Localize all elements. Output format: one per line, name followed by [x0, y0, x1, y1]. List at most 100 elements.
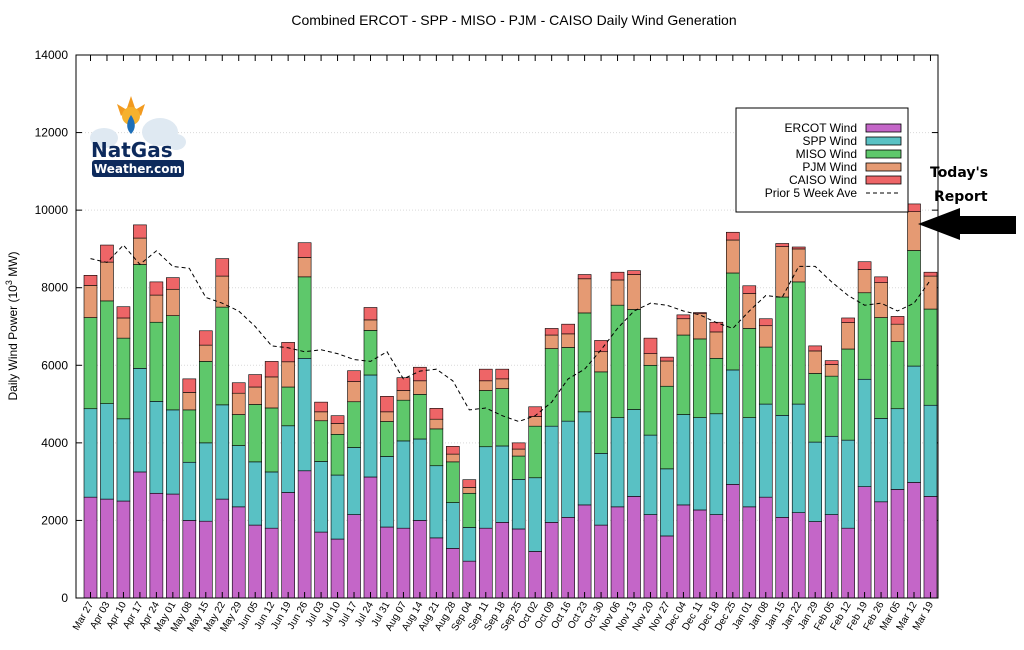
bar-stack	[281, 342, 295, 599]
bar-pjm-wind	[676, 318, 691, 336]
bar-spp-wind	[693, 417, 707, 511]
bar-miso-wind	[808, 373, 822, 443]
bar-miso-wind	[857, 292, 872, 380]
bar-caiso-wind	[841, 317, 855, 323]
bar-pjm-wind	[923, 275, 938, 310]
bar-ercot-wind	[758, 496, 773, 599]
bar-stack	[577, 274, 592, 599]
bar-miso-wind	[264, 407, 279, 473]
bar-caiso-wind	[215, 258, 230, 277]
bar-stack	[561, 323, 575, 599]
bar-stack	[182, 378, 197, 599]
bar-spp-wind	[561, 420, 575, 518]
bar-caiso-wind	[396, 377, 411, 391]
bar-ercot-wind	[676, 504, 691, 599]
bar-miso-wind	[495, 388, 510, 447]
bar-pjm-wind	[709, 331, 724, 359]
bar-spp-wind	[446, 502, 460, 549]
todays-report-label-line2: Report	[934, 189, 988, 205]
bar-pjm-wind	[791, 248, 806, 283]
bar-pjm-wind	[100, 261, 114, 302]
bar-ercot-wind	[561, 517, 575, 599]
bar-caiso-wind	[314, 401, 328, 413]
bar-spp-wind	[577, 411, 592, 506]
bar-caiso-wind	[726, 231, 740, 241]
bar-pjm-wind	[462, 487, 477, 494]
bar-caiso-wind	[528, 406, 542, 417]
bar-pjm-wind	[528, 416, 542, 427]
bar-spp-wind	[594, 453, 608, 526]
bar-pjm-wind	[577, 278, 592, 314]
bar-miso-wind	[693, 338, 707, 418]
bar-pjm-wind	[808, 350, 822, 374]
bar-ercot-wind	[709, 514, 724, 599]
legend-swatch	[865, 136, 902, 146]
bar-stack	[758, 318, 773, 599]
bar-spp-wind	[660, 468, 674, 537]
y-tick-label: 6000	[41, 358, 68, 372]
bar-spp-wind	[742, 417, 757, 508]
bar-stack	[643, 337, 658, 599]
y-tick-label: 14000	[35, 48, 69, 62]
bar-stack	[495, 368, 510, 599]
bar-spp-wind	[116, 418, 131, 502]
bar-ercot-wind	[528, 551, 542, 599]
bar-stack	[907, 203, 921, 599]
bar-spp-wind	[808, 441, 822, 522]
bar-miso-wind	[742, 328, 757, 418]
bar-miso-wind	[133, 264, 147, 369]
bar-pjm-wind	[726, 239, 740, 274]
bar-spp-wind	[511, 479, 526, 530]
bar-pjm-wind	[511, 448, 526, 457]
legend-label: SPP Wind	[803, 134, 857, 148]
bar-spp-wind	[824, 435, 839, 515]
bar-stack	[824, 360, 839, 599]
bar-caiso-wind	[231, 382, 246, 394]
bar-pjm-wind	[198, 344, 213, 362]
bar-stack	[923, 271, 938, 599]
bar-miso-wind	[182, 409, 197, 463]
bar-miso-wind	[594, 371, 608, 454]
bar-stack	[297, 242, 312, 599]
bar-pjm-wind	[610, 279, 625, 306]
bar-caiso-wind	[133, 224, 147, 239]
bar-ercot-wind	[478, 527, 493, 599]
bar-spp-wind	[841, 439, 855, 529]
bar-stack	[874, 276, 888, 599]
bar-caiso-wind	[363, 307, 378, 321]
bar-pjm-wind	[643, 353, 658, 366]
bar-pjm-wind	[248, 386, 262, 405]
bar-caiso-wind	[446, 446, 460, 455]
bar-spp-wind	[923, 404, 938, 497]
bar-miso-wind	[396, 399, 411, 442]
bar-ercot-wind	[182, 520, 197, 599]
bar-spp-wind	[330, 474, 345, 540]
bar-stack	[726, 231, 740, 599]
bar-stack	[660, 356, 674, 599]
bar-stack	[775, 243, 790, 599]
bar-caiso-wind	[890, 316, 905, 325]
bar-ercot-wind	[742, 506, 757, 599]
legend-swatch	[865, 162, 902, 172]
bar-caiso-wind	[462, 479, 477, 488]
bar-ercot-wind	[693, 509, 707, 599]
bar-spp-wind	[478, 446, 493, 529]
bar-stack	[264, 361, 279, 599]
bar-ercot-wind	[660, 535, 674, 599]
bar-ercot-wind	[281, 492, 295, 599]
bar-stack	[231, 382, 246, 599]
bar-spp-wind	[297, 358, 312, 472]
bar-stack	[511, 442, 526, 599]
bar-stack	[857, 261, 872, 599]
bar-caiso-wind	[808, 345, 822, 352]
chart-title: Combined ERCOT - SPP - MISO - PJM - CAIS…	[291, 12, 736, 28]
natgas-weather-logo: NatGas Weather.com	[90, 96, 186, 177]
bar-ercot-wind	[577, 504, 592, 599]
bar-stack	[544, 328, 559, 599]
bar-ercot-wind	[248, 524, 262, 599]
y-tick-label: 8000	[41, 281, 68, 295]
bar-stack	[149, 281, 164, 599]
bar-ercot-wind	[726, 484, 740, 599]
bar-ercot-wind	[264, 527, 279, 599]
